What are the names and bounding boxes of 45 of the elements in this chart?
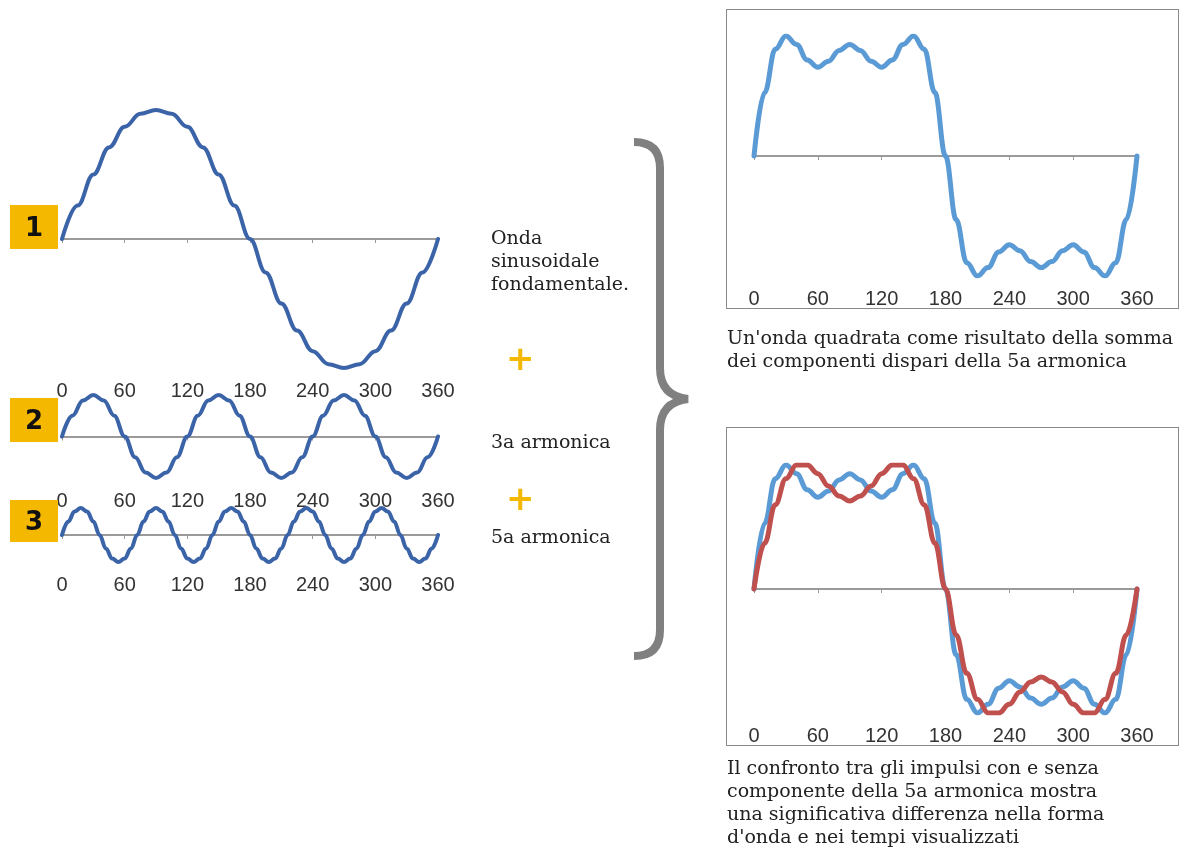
x-tick-label: 300 — [358, 379, 393, 401]
x-tick-label: 300 — [1056, 724, 1090, 746]
x-tick-label: 120 — [170, 489, 205, 511]
text: Onda sinusoidale fondamentale. — [491, 226, 631, 295]
x-tick-label: 0 — [748, 287, 760, 309]
x-tick-label: 60 — [113, 573, 136, 595]
x-tick-label: 120 — [170, 573, 205, 595]
x-tick-label: 0 — [56, 573, 68, 595]
x-tick-label: 120 — [864, 287, 899, 309]
x-tick-label: 0 — [56, 489, 68, 511]
x-tick-label: 60 — [806, 724, 829, 746]
x-tick-label: 120 — [170, 379, 205, 401]
x-tick-label: 360 — [421, 379, 455, 401]
x-tick-label: 360 — [421, 489, 455, 511]
x-tick-label: 0 — [748, 724, 760, 746]
x-tick-label: 240 — [295, 379, 330, 401]
text: + — [506, 478, 535, 518]
text: 1 — [10, 205, 58, 249]
text: Il confronto tra gli impulsi con e senza componente della 5a armonica mostra una significativa differenza nella forma d'onda e nei tempi visualizzati — [727, 756, 1106, 848]
x-tick-label: 60 — [806, 287, 829, 309]
x-tick-label: 360 — [421, 573, 455, 595]
x-tick-label: 180 — [928, 287, 963, 309]
x-tick-label: 300 — [358, 489, 393, 511]
x-tick-label: 300 — [358, 573, 393, 595]
x-tick-label: 240 — [992, 287, 1027, 309]
x-tick-label: 240 — [295, 489, 330, 511]
text: 3 — [10, 500, 58, 542]
x-tick-label: 240 — [992, 724, 1027, 746]
text: 3a armonica — [491, 430, 612, 453]
text: Un'onda quadrata come risultato della somma dei componenti dispari della 5a armonica — [727, 326, 1175, 372]
x-tick-label: 240 — [295, 573, 330, 595]
x-tick-label: 60 — [113, 379, 136, 401]
x-tick-label: 180 — [928, 724, 963, 746]
x-tick-label: 180 — [233, 489, 267, 511]
x-tick-label: 180 — [233, 379, 267, 401]
x-tick-label: 300 — [1056, 287, 1090, 309]
text: + — [506, 338, 535, 378]
x-tick-label: 60 — [113, 489, 136, 511]
x-tick-label: 0 — [56, 379, 68, 401]
x-tick-label: 120 — [864, 724, 899, 746]
x-tick-label: 360 — [1120, 724, 1154, 746]
x-tick-label: 180 — [233, 573, 267, 595]
text: 5a armonica — [491, 525, 612, 548]
x-tick-label: 360 — [1120, 287, 1154, 309]
text: 2 — [10, 398, 58, 442]
